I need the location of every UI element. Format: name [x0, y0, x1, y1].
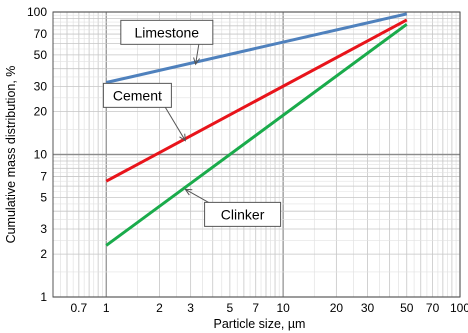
series-label: Limestone	[135, 24, 200, 40]
y-tick-label: 3	[40, 222, 47, 236]
grid	[52, 11, 461, 298]
y-tick-label: 10	[34, 148, 48, 162]
x-tick-label: 3	[187, 301, 194, 315]
x-tick-label: 2	[156, 301, 163, 315]
arrow-head-icon	[184, 188, 193, 196]
x-tick-label: 0.7	[71, 301, 88, 315]
x-tick-label: 70	[426, 301, 440, 315]
y-tick-label: 50	[34, 48, 48, 62]
series-label: Cement	[113, 87, 162, 103]
x-tick-label: 1	[103, 301, 110, 315]
callout-box	[204, 201, 282, 227]
y-tick-label: 100	[27, 5, 47, 19]
callout-box	[120, 19, 214, 45]
callout-box	[102, 82, 172, 108]
y-tick-label: 70	[34, 27, 48, 41]
series-label: Clinker	[221, 206, 265, 222]
leader-line	[195, 44, 200, 65]
series-line-cement	[105, 18, 408, 183]
callout-cement: Cement	[102, 82, 186, 142]
leader-line	[185, 188, 209, 203]
callout-clinker: Clinker	[184, 188, 282, 227]
plot-frame	[52, 11, 461, 298]
leader-line	[164, 107, 186, 141]
arrow-head-icon	[179, 133, 186, 142]
y-axis-label: Cumulative mass distribution, %	[4, 66, 18, 244]
arrow-head-icon	[193, 57, 201, 66]
x-tick-label: 7	[252, 301, 259, 315]
x-tick-label: 50	[400, 301, 414, 315]
x-tick-label: 100	[450, 301, 468, 315]
y-tick-label: 1	[40, 290, 47, 304]
callout-limestone: Limestone	[120, 19, 214, 66]
x-tick-label: 10	[276, 301, 290, 315]
y-tick-label: 5	[40, 190, 47, 204]
y-tick-label: 7	[40, 170, 47, 184]
x-tick-labels: 0.7 1 2 3 5 7 10 20 30 50 70 100	[71, 301, 468, 315]
y-tick-label: 2	[40, 247, 47, 261]
y-tick-label: 30	[34, 80, 48, 94]
series-callouts: Limestone Cement Clinker	[102, 19, 282, 227]
x-tick-label: 5	[227, 301, 234, 315]
series-line-limestone	[105, 12, 408, 84]
y-tick-label: 20	[34, 105, 48, 119]
y-tick-labels: 1 2 3 5 7 10 20 30 50 70 100	[27, 5, 47, 304]
x-axis-label: Particle size, µm	[214, 317, 306, 331]
x-tick-label: 20	[330, 301, 344, 315]
x-tick-label: 30	[361, 301, 375, 315]
series-lines	[105, 12, 408, 247]
series-line-clinker	[105, 23, 408, 247]
